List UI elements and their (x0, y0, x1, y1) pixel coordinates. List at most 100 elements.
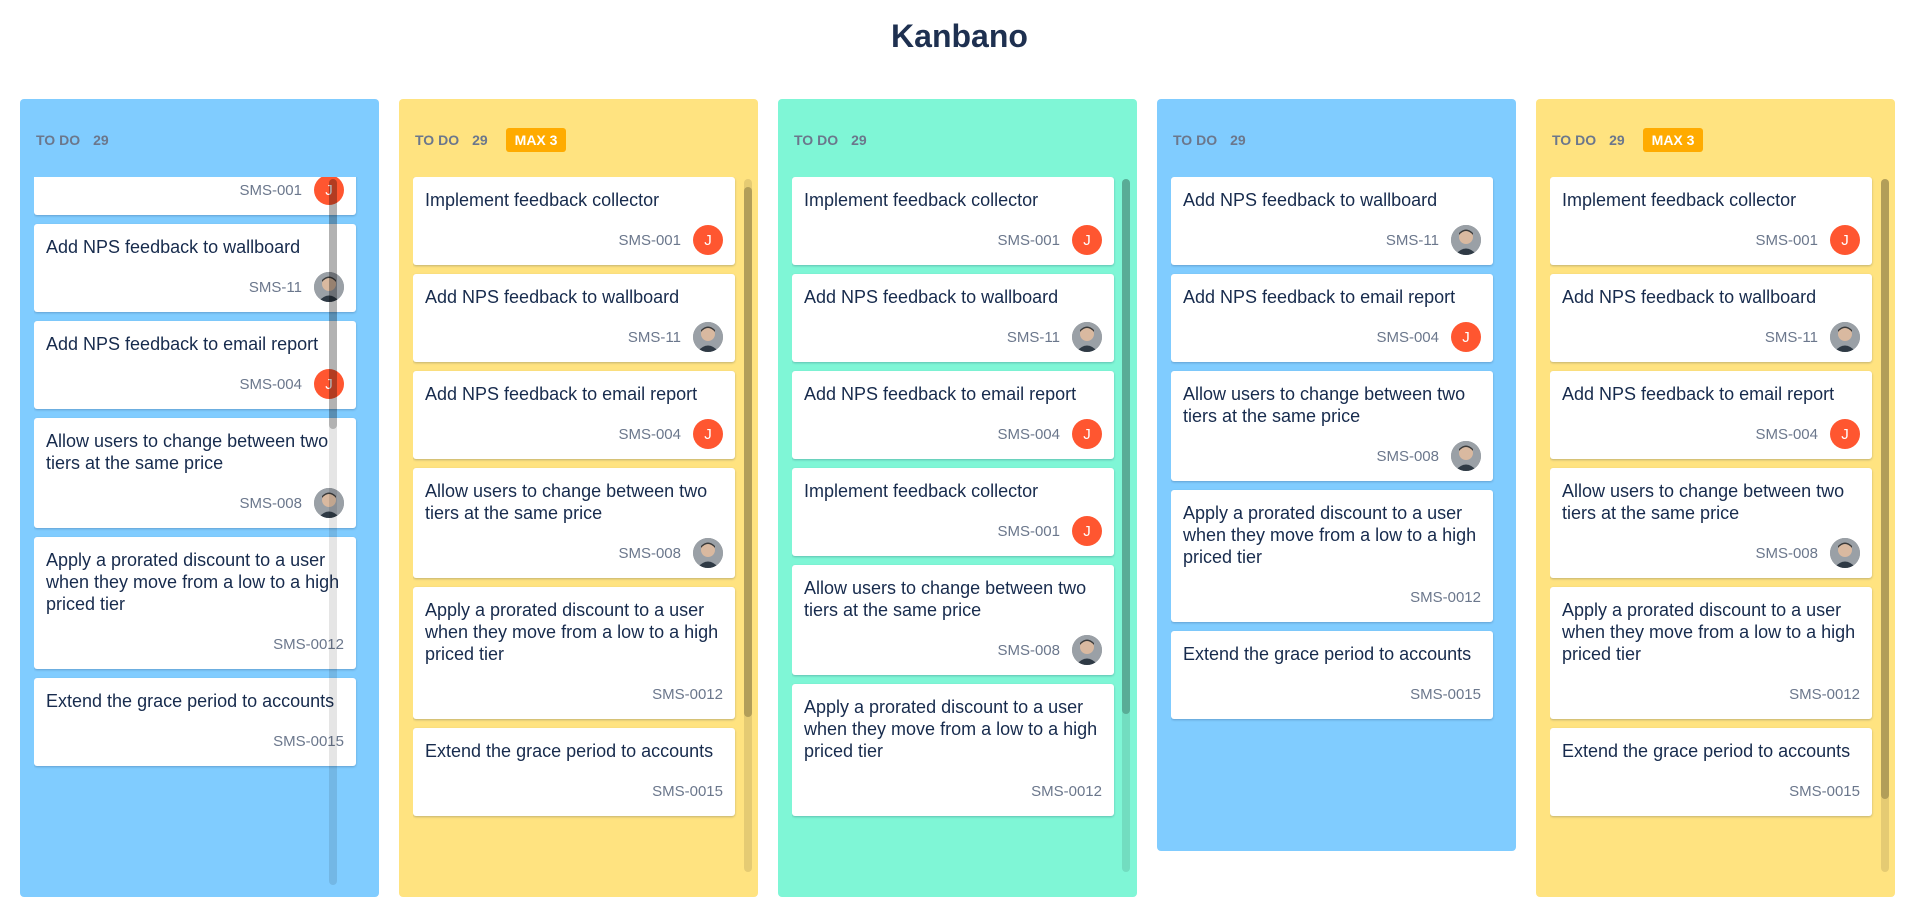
card-title: Extend the grace period to accounts (46, 691, 335, 711)
avatar[interactable] (1072, 322, 1102, 352)
task-card[interactable]: Allow users to change between two tiers … (413, 468, 735, 578)
card-id: SMS-0012 (652, 685, 723, 703)
task-card[interactable]: Add NPS feedback to wallboard SMS-11 (1550, 274, 1872, 362)
user-photo-icon (1830, 322, 1860, 352)
column-scrollbar[interactable] (1122, 179, 1130, 872)
avatar[interactable] (1830, 322, 1860, 352)
avatar[interactable]: J (1830, 225, 1860, 255)
task-card[interactable]: Add NPS feedback to wallboard SMS-11 (1171, 177, 1493, 265)
avatar[interactable] (1072, 635, 1102, 665)
card-footer: SMS-008 (1183, 441, 1481, 471)
column-scrollbar[interactable] (1881, 179, 1889, 872)
task-card[interactable]: Allow users to change between two tiers … (34, 418, 356, 528)
task-card[interactable]: Add NPS feedback to email report SMS-004 J (413, 371, 735, 459)
card-footer: SMS-001 J (804, 225, 1102, 255)
column-4: TO DO 29 Add NPS feedback to wallboard SMS-… (1157, 99, 1516, 851)
card-title: Extend the grace period to accounts (1183, 644, 1472, 664)
scrollbar-thumb[interactable] (1881, 179, 1889, 799)
card-title: Apply a prorated discount to a user when… (804, 697, 1098, 761)
task-card[interactable]: Extend the grace period to accounts SMS-0… (1171, 631, 1493, 719)
task-card[interactable]: Extend the grace period to accounts SMS-0… (1550, 728, 1872, 816)
card-id: SMS-0015 (273, 732, 344, 750)
column-scrollbar[interactable] (744, 179, 752, 872)
avatar[interactable] (1830, 538, 1860, 568)
task-card[interactable]: Add NPS feedback to email report SMS-004 J (1171, 274, 1493, 362)
card-title: Implement feedback collector (804, 190, 1039, 210)
avatar[interactable] (314, 272, 344, 302)
avatar[interactable] (1451, 441, 1481, 471)
task-card[interactable]: Extend the grace period to accounts SMS-0… (413, 728, 735, 816)
task-card[interactable]: Add NPS feedback to wallboard SMS-11 (792, 274, 1114, 362)
avatar[interactable]: J (1072, 225, 1102, 255)
column-header: TO DO 29 MAX 3 (1552, 127, 1704, 153)
task-card[interactable]: Add NPS feedback to wallboard SMS-11 (34, 224, 356, 312)
card-title: Add NPS feedback to wallboard (804, 287, 1059, 307)
avatar[interactable]: J (1072, 419, 1102, 449)
card-title: Apply a prorated discount to a user when… (425, 600, 719, 664)
card-footer: SMS-11 (804, 322, 1102, 352)
wip-limit-badge: MAX 3 (505, 128, 567, 152)
avatar[interactable] (314, 488, 344, 518)
avatar[interactable] (1451, 225, 1481, 255)
task-card[interactable]: Allow users to change between two tiers … (1171, 371, 1493, 481)
task-card[interactable]: Add NPS feedback to email report SMS-004 J (1550, 371, 1872, 459)
user-photo-icon (1830, 538, 1860, 568)
user-photo-icon (1072, 322, 1102, 352)
task-card[interactable]: Add NPS feedback to wallboard SMS-11 (413, 274, 735, 362)
task-card[interactable]: Apply a prorated discount to a user when… (792, 684, 1114, 816)
task-card[interactable]: Add NPS feedback to email report SMS-004 J (34, 321, 356, 409)
user-photo-icon (1072, 635, 1102, 665)
task-card[interactable]: Apply a prorated discount to a user when… (1171, 490, 1493, 622)
user-photo-icon (314, 272, 344, 302)
task-card[interactable]: Apply a prorated discount to a user when… (413, 587, 735, 719)
card-id: SMS-0015 (1789, 782, 1860, 800)
task-card[interactable]: Add NPS feedback to email report SMS-004 J (792, 371, 1114, 459)
column-title: TO DO (794, 132, 839, 148)
card-id: SMS-008 (618, 544, 681, 562)
card-list[interactable]: Add NPS feedback to wallboard SMS-11 Add N… (1171, 177, 1502, 841)
avatar[interactable]: J (1451, 322, 1481, 352)
card-footer: SMS-0012 (425, 679, 723, 709)
card-id: SMS-004 (997, 425, 1060, 443)
task-card[interactable]: Allow users to change between two tiers … (1550, 468, 1872, 578)
card-title: Add NPS feedback to email report (46, 334, 319, 354)
column-scrollbar[interactable] (329, 179, 337, 885)
card-id: SMS-001 (1755, 231, 1818, 249)
card-title: Allow users to change between two tiers … (1183, 384, 1466, 426)
user-photo-icon (693, 322, 723, 352)
avatar[interactable]: J (693, 225, 723, 255)
avatar[interactable] (693, 538, 723, 568)
card-footer: SMS-008 (425, 538, 723, 568)
task-card[interactable]: Apply a prorated discount to a user when… (34, 537, 356, 669)
card-footer: SMS-0012 (804, 776, 1102, 806)
scrollbar-thumb[interactable] (329, 179, 337, 429)
card-title: Implement feedback collector (425, 190, 660, 210)
task-card[interactable]: Extend the grace period to accounts SMS-0… (34, 678, 356, 766)
card-title: Add NPS feedback to email report (1562, 384, 1835, 404)
card-id: SMS-0012 (273, 635, 344, 653)
column-title: TO DO (415, 132, 460, 148)
avatar[interactable]: J (1830, 419, 1860, 449)
avatar[interactable]: J (693, 419, 723, 449)
card-footer: SMS-004 J (46, 369, 344, 399)
scrollbar-thumb[interactable] (744, 187, 752, 717)
card-footer: SMS-008 (1562, 538, 1860, 568)
avatar[interactable]: J (314, 177, 344, 205)
task-card[interactable]: Apply a prorated discount to a user when… (1550, 587, 1872, 719)
task-card[interactable]: Allow users to change between two tiers … (792, 565, 1114, 675)
card-footer: SMS-0015 (1183, 679, 1481, 709)
avatar[interactable]: J (314, 369, 344, 399)
avatar[interactable] (693, 322, 723, 352)
scrollbar-thumb[interactable] (1122, 179, 1130, 714)
avatar[interactable]: J (1072, 516, 1102, 546)
